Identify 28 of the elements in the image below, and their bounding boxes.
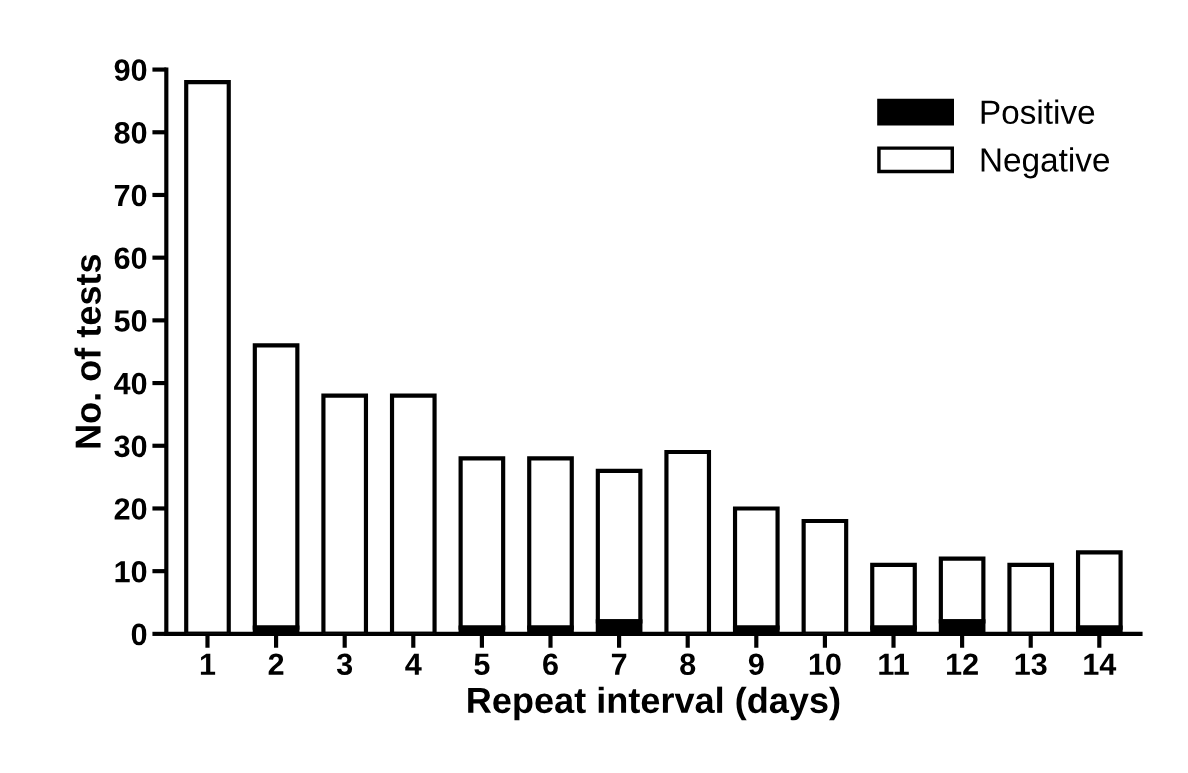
y-tick-label: 50 bbox=[114, 310, 147, 332]
x-tick-label: 10 bbox=[809, 653, 841, 676]
y-tick-label: 80 bbox=[114, 122, 147, 144]
legend-label: Negative bbox=[981, 147, 1110, 179]
y-tick-label: 30 bbox=[114, 435, 147, 458]
legend-label: Positive bbox=[981, 99, 1095, 125]
x-tick-label: 9 bbox=[748, 653, 764, 676]
y-tick-label: 60 bbox=[114, 247, 147, 270]
x-tick-label: 4 bbox=[405, 653, 422, 675]
y-tick-label: 40 bbox=[114, 372, 147, 395]
x-tick-label: 5 bbox=[474, 653, 490, 676]
y-tick-label: 20 bbox=[114, 498, 147, 520]
x-axis-title: Repeat interval (days) bbox=[468, 686, 840, 721]
x-tick-label: 13 bbox=[1015, 653, 1047, 676]
x-tick-label: 12 bbox=[947, 653, 978, 675]
x-tick-label: 6 bbox=[543, 653, 558, 676]
y-tick-label: 10 bbox=[115, 560, 147, 583]
x-tick-label: 11 bbox=[879, 653, 909, 675]
x-tick-label: 8 bbox=[680, 653, 696, 676]
y-tick-label: 70 bbox=[114, 184, 147, 207]
y-tick-label: 90 bbox=[114, 59, 147, 81]
x-tick-label: 14 bbox=[1084, 653, 1117, 675]
x-tick-label: 2 bbox=[268, 653, 284, 675]
y-tick-label: 0 bbox=[131, 623, 147, 646]
x-tick-label: 7 bbox=[611, 653, 627, 675]
x-tick-label: 1 bbox=[200, 653, 216, 675]
x-tick-label: 3 bbox=[336, 653, 353, 676]
y-axis-title: No. of tests bbox=[74, 254, 101, 448]
